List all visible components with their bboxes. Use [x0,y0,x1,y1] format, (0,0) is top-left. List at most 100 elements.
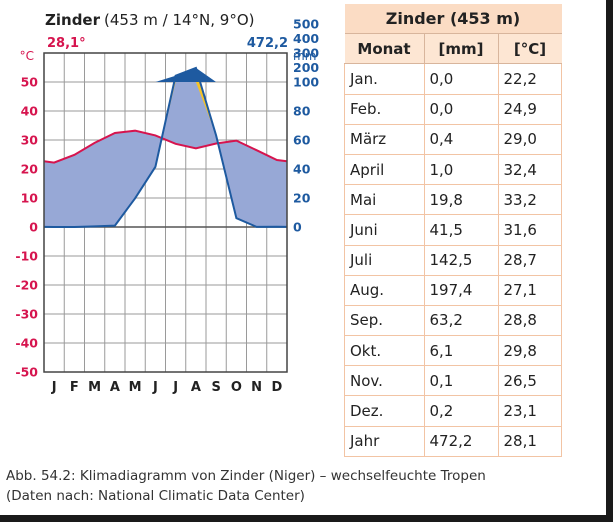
precip-tick-label: 20 [293,191,311,206]
precip-tick-label: 300 [293,46,319,61]
caption-line-1: Abb. 54.2: Klimadiagramm von Zinder (Nig… [6,468,486,484]
table-row: Jahr 472,2 28,1 [344,426,562,457]
cell-temperature: 28,8 [497,305,562,337]
annual-precipitation-label: 472,2 [247,36,288,51]
table-row: Dez. 0,2 23,1 [344,395,562,427]
month-label: F [70,380,79,395]
temp-tick-label: 20 [21,162,39,177]
table-row: Okt. 6,1 29,8 [344,335,562,367]
precip-unit-label: mm [293,49,316,63]
month-label: N [251,380,262,395]
cell-precipitation: 0,1 [423,365,498,397]
climate-diagram: Zinder (453 m / 14°N, 9°O) 28,1° 472,2 °C… [15,11,319,396]
cell-temperature: 28,7 [497,245,562,276]
table-row: April 1,0 32,4 [344,154,562,186]
cell-temperature: 23,1 [497,395,562,427]
precip-tick-label: 400 [293,31,319,46]
cell-temperature: 32,4 [497,154,562,186]
temperature-line [43,129,288,164]
chart-title-station: Zinder [45,11,101,29]
cell-temperature: 31,6 [497,214,562,246]
figure-caption: Abb. 54.2: Klimadiagramm von Zinder (Nig… [6,466,486,506]
cell-precipitation: 41,5 [423,214,498,246]
precip-tick-label: 100 [293,75,319,90]
cell-temperature: 24,9 [497,94,562,125]
climate-data-table: Zinder (453 m) Monat [mm] [°C] Jan. 0,0 22… [344,4,562,457]
month-label: A [110,380,120,395]
cell-month: Jan. [344,63,424,95]
chart-title-details: (453 m / 14°N, 9°O) [104,11,255,29]
table-row: Feb. 0,0 24,9 [344,94,562,125]
precip-tick-label: 40 [293,162,311,177]
page: Zinder (453 m / 14°N, 9°O) 28,1° 472,2 °C… [0,0,606,515]
temp-tick-label: -30 [15,307,38,322]
cell-month: Sep. [344,305,424,337]
table-row: Nov. 0,1 26,5 [344,365,562,397]
temp-tick-label: 40 [21,104,39,119]
precip-tick-label: 0 [293,220,302,235]
caption-line-2: (Daten nach: National Climatic Data Cent… [6,488,305,504]
cell-temperature: 28,1 [497,426,562,457]
temp-tick-label: 50 [21,75,39,90]
perhumid-period-area [44,67,287,82]
month-label: M [129,380,142,395]
cell-temperature: 29,8 [497,335,562,367]
cell-month: Mai [344,184,424,216]
header-month: Monat [344,33,424,65]
table-row: Jan. 0,0 22,2 [344,63,562,95]
temp-tick-label: -10 [15,249,38,264]
cell-month: Dez. [344,395,424,427]
month-label: M [88,380,101,395]
temp-tick-label: -40 [15,336,38,351]
table-row: März 0,4 29,0 [344,124,562,155]
cell-temperature: 22,2 [497,63,562,95]
precip-tick-label: 500 [293,17,319,32]
table-row: Mai 19,8 33,2 [344,184,562,216]
cell-temperature: 27,1 [497,275,562,306]
cell-precipitation: 0,0 [423,63,498,95]
month-label: S [211,380,220,395]
cell-month: Nov. [344,365,424,397]
cell-temperature: 26,5 [497,365,562,397]
cell-month: April [344,154,424,186]
cell-temperature: 29,0 [497,124,562,155]
temp-tick-label: 0 [29,220,38,235]
cell-month: Jahr [344,426,424,457]
cell-temperature: 33,2 [497,184,562,216]
month-label: J [51,380,57,395]
cell-month: Okt. [344,335,424,367]
cell-precipitation: 197,4 [423,275,498,306]
cell-precipitation: 6,1 [423,335,498,367]
month-label: D [271,380,282,395]
table-title: Zinder (453 m) [344,4,562,35]
temp-tick-label: 30 [21,133,39,148]
cell-precipitation: 0,2 [423,395,498,427]
plot-area: 50403020100-10-20-30-40-5050040030020010… [15,17,319,396]
cell-precipitation: 0,0 [423,94,498,125]
month-label: J [152,380,158,395]
temp-tick-label: -50 [15,365,38,380]
precipitation-line [43,66,288,228]
cell-precipitation: 0,4 [423,124,498,155]
temp-tick-label: -20 [15,278,38,293]
table-body: Jan. 0,0 22,2 Feb. 0,0 24,9 März 0,4 29,0 April 1,… [344,63,562,457]
header-temperature: [°C] [497,33,562,65]
annual-temperature-label: 28,1° [47,36,86,51]
cell-month: Feb. [344,94,424,125]
precip-tick-label: 60 [293,133,311,148]
cell-precipitation: 472,2 [423,426,498,457]
month-label: J [172,380,178,395]
month-label: A [191,380,201,395]
table-row: Juni 41,5 31,6 [344,214,562,246]
precip-tick-label: 80 [293,104,311,119]
chart-title: Zinder (453 m / 14°N, 9°O) [45,11,255,29]
cell-month: Juli [344,245,424,276]
cell-month: März [344,124,424,155]
cell-precipitation: 19,8 [423,184,498,216]
plot-frame [43,52,288,373]
temp-unit-label: °C [20,49,34,63]
month-label: O [231,380,242,395]
cell-precipitation: 1,0 [423,154,498,186]
cell-month: Aug. [344,275,424,306]
precip-tick-label: 200 [293,60,319,75]
